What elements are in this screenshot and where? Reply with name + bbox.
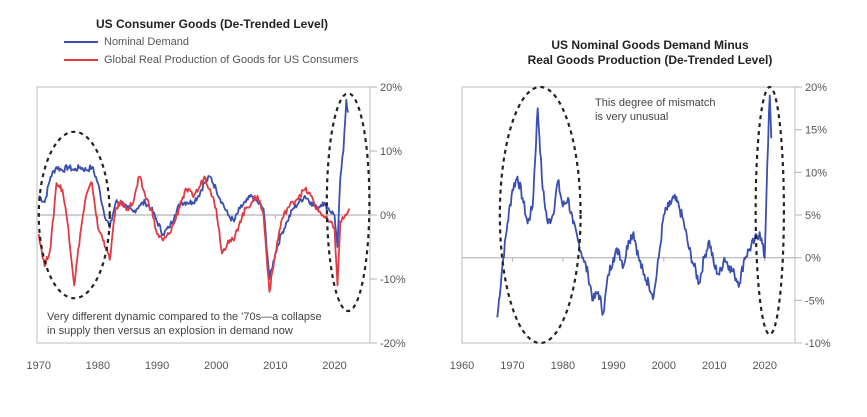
x-tick-label: 1990 [145, 360, 169, 372]
x-tick-label: 1970 [27, 360, 51, 372]
highlight-ellipse [325, 92, 371, 313]
y-tick-label: -5% [805, 295, 825, 307]
x-tick-label: 1960 [450, 360, 474, 372]
x-tick-label: 2020 [322, 360, 346, 372]
x-tick-label: 2000 [204, 360, 228, 372]
legend-item-nominal-demand: Nominal Demand [64, 36, 189, 48]
right-chart-title: US Nominal Goods Demand Minus Real Goods… [520, 38, 780, 68]
x-tick-label: 2020 [752, 360, 776, 372]
right-chart-title-line-2: Real Goods Production (De-Trended Level) [527, 53, 773, 67]
x-tick-label: 1990 [601, 360, 625, 372]
y-tick-label: 20% [805, 82, 827, 94]
highlight-ellipse [754, 85, 785, 336]
left-chart: 20% 10% 0% -10% -20% 1970 1980 1990 2000 2010 2020… [27, 82, 406, 372]
x-tick-label: 2010 [702, 360, 726, 372]
right-chart: 20% 15% 10% 5% 0% -5% -10% 1960 1970 1980 1990 2000… [450, 82, 831, 372]
chart-annotation: This degree of mismatch [595, 97, 715, 109]
y-tick-label: -10% [805, 338, 831, 350]
y-tick-label: 0% [380, 210, 396, 222]
series-line-nominal-demand [38, 98, 349, 280]
y-tick-label: 10% [380, 146, 402, 158]
y-tick-label: -20% [380, 338, 406, 350]
y-tick-label: -10% [380, 274, 406, 286]
chart-annotation: is very unusual [595, 111, 668, 123]
left-chart-title: US Consumer Goods (De-Trended Level) [96, 17, 329, 31]
x-tick-label: 1970 [500, 360, 524, 372]
x-tick-label: 1980 [86, 360, 110, 372]
highlight-ellipse [37, 130, 111, 300]
chart-annotation: in supply then versus an explosion in de… [47, 325, 293, 337]
right-chart-title-line-1: US Nominal Goods Demand Minus [551, 38, 749, 52]
series-line-demand-minus-production [496, 94, 773, 318]
x-tick-label: 2000 [652, 360, 676, 372]
x-tick-label: 1980 [551, 360, 575, 372]
y-tick-label: 5% [805, 210, 821, 222]
y-tick-label: 20% [380, 82, 402, 94]
y-tick-label: 15% [805, 125, 827, 137]
plot-frame [461, 86, 796, 344]
y-tick-label: 0% [805, 253, 821, 265]
chart-annotation: Very different dynamic compared to the '… [47, 311, 322, 323]
x-tick-label: 2010 [263, 360, 287, 372]
legend-label: Nominal Demand [104, 36, 189, 48]
legend-item-global-production: Global Real Production of Goods for US C… [64, 54, 358, 66]
series-line-global-real-production-of-goods-for-us-consumers [37, 175, 351, 293]
highlight-ellipse [498, 85, 582, 345]
legend-label: Global Real Production of Goods for US C… [104, 54, 359, 66]
y-tick-label: 10% [805, 167, 827, 179]
legend-swatch-blue [64, 41, 98, 43]
legend-swatch-red [64, 59, 98, 61]
